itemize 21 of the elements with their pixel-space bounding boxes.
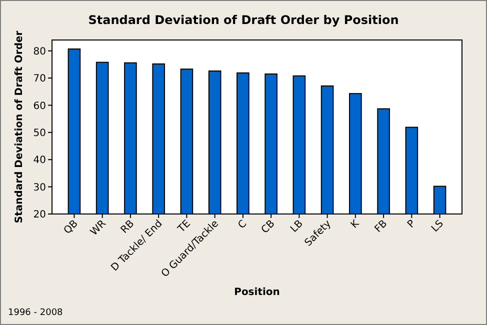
x-tick-label: P [406, 218, 418, 230]
y-tick-label: 20 [33, 210, 46, 220]
x-tick-label: LS [430, 218, 446, 235]
y-tick-label: 80 [33, 46, 46, 58]
x-tick-label: WR [88, 218, 108, 238]
x-tick-label: RB [119, 218, 137, 236]
x-tick-label: CB [260, 218, 278, 236]
y-axis-title: Standard Deviation of Draft Order [14, 30, 25, 224]
y-tick-label: 60 [33, 100, 46, 112]
y-tick-label: 70 [33, 74, 46, 85]
x-tick-label: C [236, 218, 250, 232]
y-tick-label: 30 [33, 182, 46, 194]
x-tick-label: QB [62, 218, 80, 237]
x-tick-label: FB [372, 218, 390, 236]
x-axis-title: Position [234, 287, 280, 298]
x-tick-label: LB [288, 218, 306, 235]
y-tick-label: 40 [33, 155, 46, 166]
y-tick-label: 50 [33, 128, 46, 139]
text: 1996 - 2008 [8, 308, 64, 318]
chart-title: Standard Deviation of Draft Order by Position [88, 13, 399, 27]
x-tick-label: K [349, 218, 362, 231]
